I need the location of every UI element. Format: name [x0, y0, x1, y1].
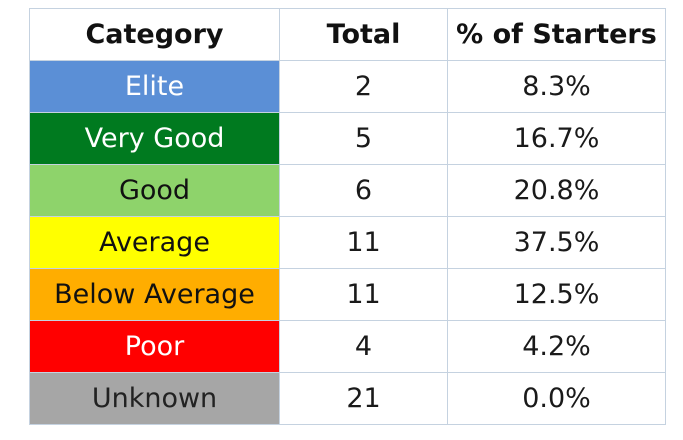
table-header: Category Total % of Starters: [29, 8, 666, 61]
table-row: Poor 4 4.2%: [29, 320, 666, 373]
category-cell-poor: Poor: [29, 320, 280, 373]
category-cell-below-average: Below Average: [29, 268, 280, 321]
table-row: Unknown 21 0.0%: [29, 372, 666, 425]
total-cell: 21: [279, 372, 448, 425]
column-header-total: Total: [279, 8, 448, 61]
header-row: Category Total % of Starters: [29, 8, 666, 61]
table-row: Below Average 11 12.5%: [29, 268, 666, 321]
total-cell: 11: [279, 216, 448, 269]
pct-cell: 12.5%: [447, 268, 666, 321]
total-cell: 4: [279, 320, 448, 373]
category-cell-elite: Elite: [29, 60, 280, 113]
starters-table-container: Category Total % of Starters Elite 2 8.3…: [29, 8, 666, 425]
pct-cell: 8.3%: [447, 60, 666, 113]
total-cell: 11: [279, 268, 448, 321]
pct-cell: 37.5%: [447, 216, 666, 269]
category-cell-average: Average: [29, 216, 280, 269]
table-row: Good 6 20.8%: [29, 164, 666, 217]
table-body: Elite 2 8.3% Very Good 5 16.7% Good 6 20…: [29, 60, 666, 425]
total-cell: 6: [279, 164, 448, 217]
category-cell-unknown: Unknown: [29, 372, 280, 425]
table-row: Average 11 37.5%: [29, 216, 666, 269]
table-row: Very Good 5 16.7%: [29, 112, 666, 165]
starters-table: Category Total % of Starters Elite 2 8.3…: [29, 8, 666, 425]
pct-cell: 20.8%: [447, 164, 666, 217]
total-cell: 2: [279, 60, 448, 113]
pct-cell: 0.0%: [447, 372, 666, 425]
category-cell-good: Good: [29, 164, 280, 217]
column-header-pct-of-starters: % of Starters: [447, 8, 666, 61]
category-cell-very-good: Very Good: [29, 112, 280, 165]
pct-cell: 16.7%: [447, 112, 666, 165]
table-row: Elite 2 8.3%: [29, 60, 666, 113]
total-cell: 5: [279, 112, 448, 165]
pct-cell: 4.2%: [447, 320, 666, 373]
column-header-category: Category: [29, 8, 280, 61]
